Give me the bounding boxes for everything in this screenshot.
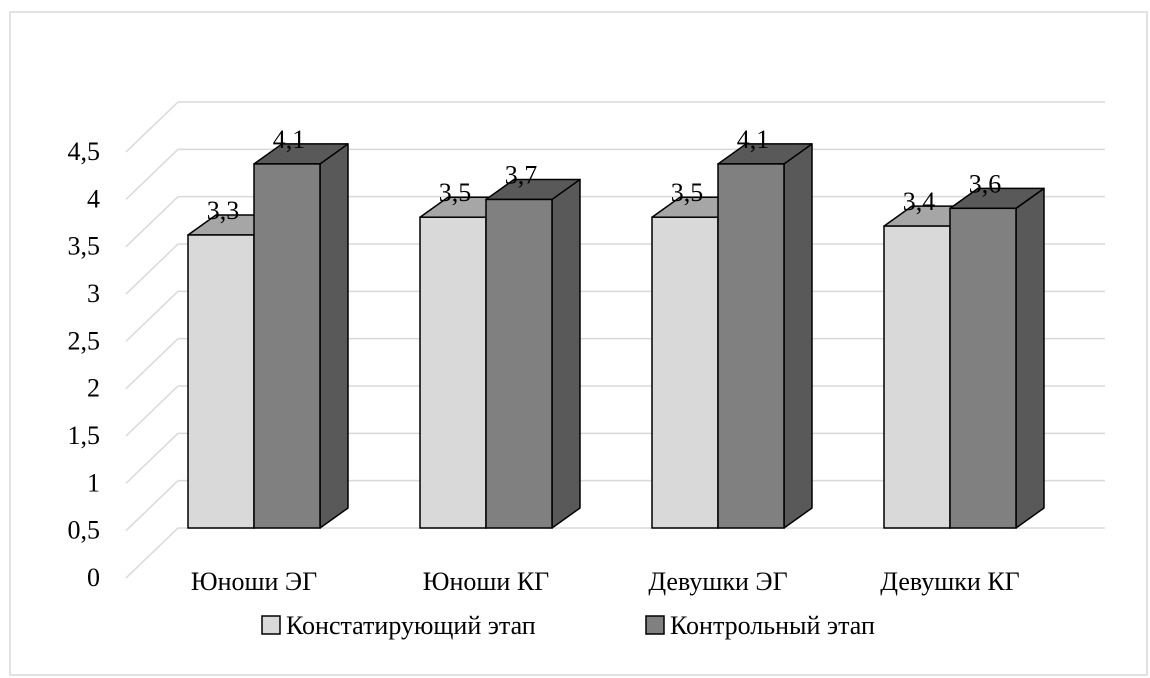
legend-item: Контрольный этап: [645, 611, 875, 640]
data-label: 4,1: [737, 125, 770, 154]
y-tick-label: 3: [87, 279, 100, 308]
y-tick-label: 4: [87, 184, 100, 213]
data-label: 3,4: [903, 187, 936, 216]
legend-item: Констатирующий этап: [261, 611, 536, 640]
bar-kontrolnyy-2: [485, 178, 581, 529]
legend-label: Контрольный этап: [670, 611, 875, 640]
legend-swatch: [261, 615, 281, 635]
x-category-label: Девушки ЭГ: [648, 567, 787, 596]
y-tick-label: 0: [87, 563, 100, 592]
legend-swatch: [645, 615, 665, 635]
gridline: [125, 101, 1105, 153]
data-label: 3,7: [505, 160, 538, 189]
y-tick-label: 3,5: [68, 232, 101, 261]
legend: Констатирующий этап Контрольный этап: [261, 611, 875, 640]
y-tick-label: 2,5: [68, 326, 101, 355]
y-tick-label: 1,5: [68, 421, 101, 450]
y-axis-ticks: 0 0,5 1 1,5 2 2,5 3 3,5 4 4,5: [68, 137, 101, 592]
bar-kontrolnyy-1: [253, 143, 349, 529]
x-category-label: Юноши ЭГ: [191, 567, 317, 596]
legend-label: Констатирующий этап: [286, 611, 536, 640]
x-axis-categories: Юноши ЭГ Юноши КГ Девушки ЭГ Девушки КГ: [191, 567, 1020, 596]
bars: [187, 143, 1045, 529]
data-label: 3,5: [671, 178, 704, 207]
data-label: 3,5: [439, 178, 472, 207]
y-tick-label: 4,5: [68, 137, 101, 166]
y-tick-label: 2: [87, 374, 100, 403]
y-tick-label: 0,5: [68, 516, 101, 545]
bar-kontrolnyy-3: [717, 143, 813, 529]
data-label: 3,6: [969, 169, 1002, 198]
bar-kontrolnyy-4: [949, 187, 1045, 529]
data-label: 3,3: [207, 196, 240, 225]
x-category-label: Юноши КГ: [423, 567, 549, 596]
x-category-label: Девушки КГ: [880, 567, 1019, 596]
y-tick-label: 1: [87, 468, 100, 497]
data-labels: 3,3 4,1 3,5 3,7 3,5 4,1 3,4 3,6: [207, 125, 1002, 225]
data-label: 4,1: [273, 125, 306, 154]
